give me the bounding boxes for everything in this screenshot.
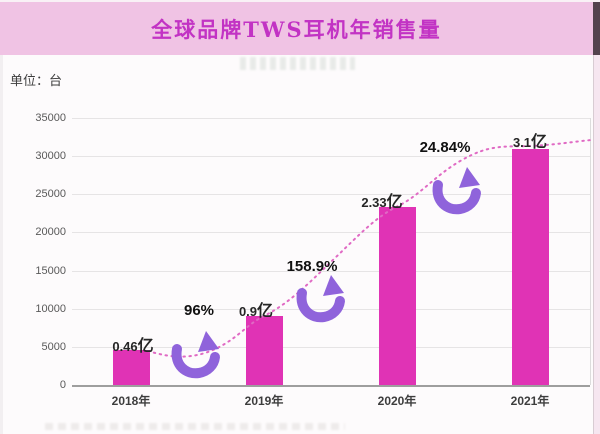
growth-arrow-2 xyxy=(296,275,345,323)
arrow-tail-icon xyxy=(171,344,220,379)
y-tick-label: 10000 xyxy=(35,302,66,315)
x-tick-2018: 2018年 xyxy=(111,394,151,408)
y-tick-label: 30000 xyxy=(35,150,66,163)
unit-label: 单位：台 xyxy=(10,73,63,88)
x-tick-2020: 2020年 xyxy=(377,394,417,408)
arrow-head-icon xyxy=(459,167,480,188)
x-axis-line xyxy=(72,385,590,387)
chart-title: 全球品牌TWS耳机年销售量 xyxy=(151,16,442,42)
value-number: 2.33 xyxy=(361,195,387,210)
value-unit: 亿 xyxy=(531,134,548,151)
top-edge-strip xyxy=(0,0,600,2)
left-edge-strip xyxy=(0,55,3,434)
y-tick-label: 5000 xyxy=(41,340,66,353)
right-edge-strip xyxy=(593,55,600,434)
y-tick-label: 35000 xyxy=(35,112,66,124)
banner-right-edge xyxy=(593,2,600,55)
y-tick-label: 20000 xyxy=(35,226,66,239)
arrow-tail-icon xyxy=(296,288,345,323)
y-tick-label: 0 xyxy=(59,379,66,391)
value-label-2019: 0.9亿 xyxy=(239,297,273,321)
growth-label-2020-2021: 24.84% xyxy=(419,139,471,156)
y-tick-label: 15000 xyxy=(35,264,66,277)
value-number: 0.9 xyxy=(238,304,258,319)
arrow-head-icon xyxy=(198,331,219,352)
growth-label-2019-2020: 158.9% xyxy=(286,258,338,275)
bar-2018 xyxy=(113,350,150,385)
value-number: 3.1 xyxy=(512,135,532,150)
bar-2021 xyxy=(512,149,549,385)
value-label-2020: 2.33亿 xyxy=(361,188,402,212)
value-label-2021: 3.1亿 xyxy=(513,128,547,152)
arrow-head-icon xyxy=(323,275,344,296)
value-number: 0.46 xyxy=(112,339,138,354)
x-tick-2019: 2019年 xyxy=(244,394,284,408)
arrow-tail-icon xyxy=(432,180,481,215)
value-unit: 亿 xyxy=(137,338,154,355)
x-tick-2021: 2021年 xyxy=(510,394,550,408)
growth-arrow-3 xyxy=(432,167,481,215)
watermark-smudge-top xyxy=(240,57,355,70)
growth-arrow-1 xyxy=(171,331,220,379)
value-label-2018: 0.46亿 xyxy=(112,332,153,356)
growth-label-2018-2019: 96% xyxy=(183,302,215,319)
plot-right-border xyxy=(590,118,591,385)
value-unit: 亿 xyxy=(386,194,403,211)
watermark-smudge-bottom xyxy=(45,423,345,430)
title-banner: 全球品牌TWS耳机年销售量 xyxy=(0,2,593,55)
value-unit: 亿 xyxy=(257,303,274,320)
bar-2019 xyxy=(246,316,283,385)
bar-2020 xyxy=(379,207,416,385)
y-tick-label: 25000 xyxy=(35,188,66,201)
gridline xyxy=(72,118,590,119)
